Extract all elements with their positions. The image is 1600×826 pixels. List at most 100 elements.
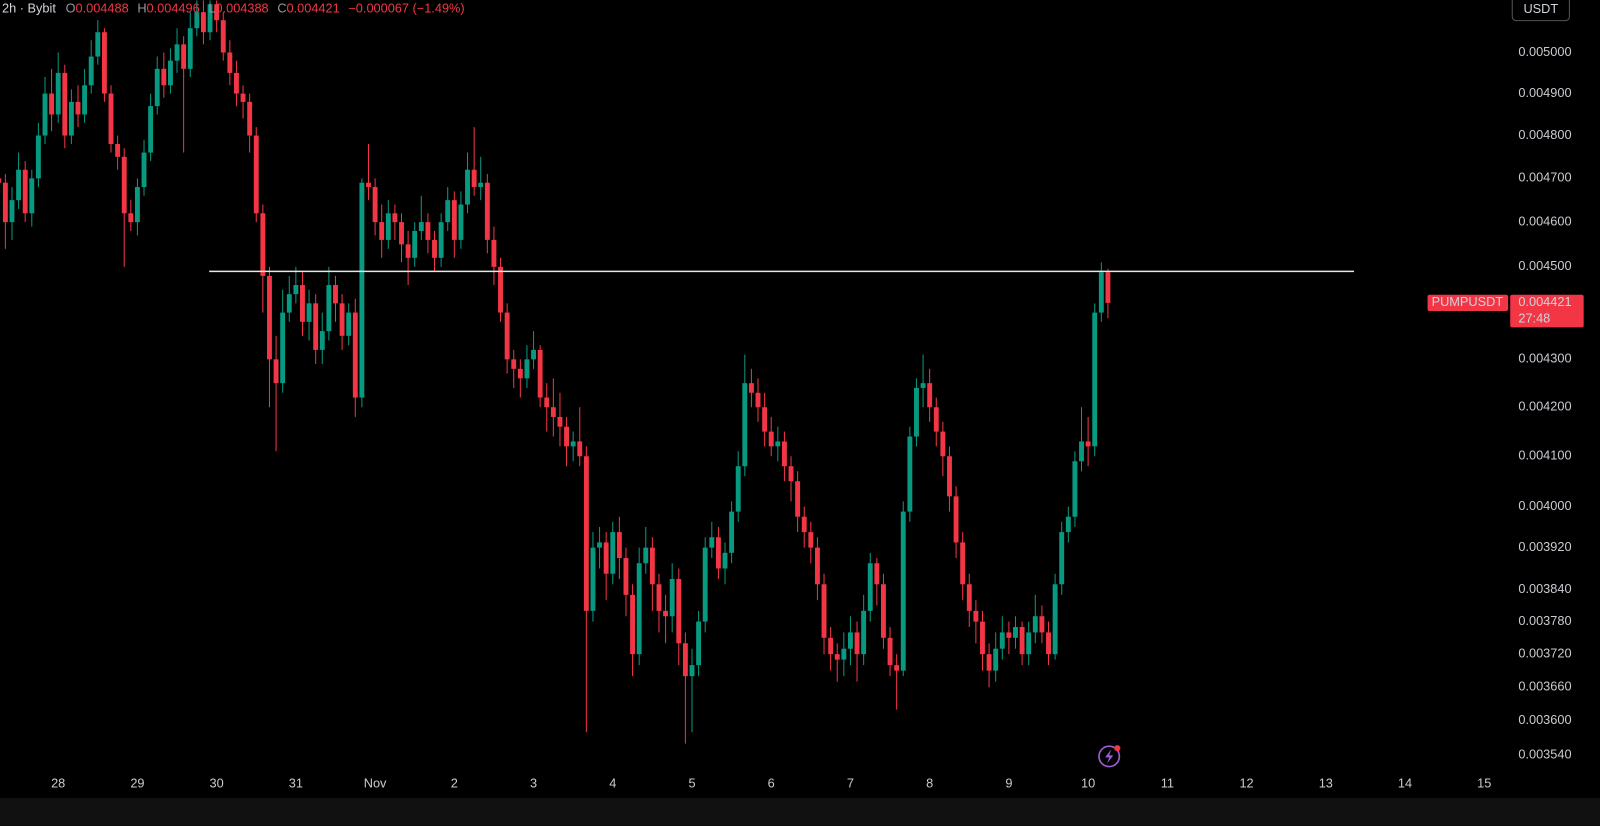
candle-body	[267, 275, 272, 360]
candle-body	[656, 584, 662, 611]
candle-body	[306, 303, 312, 322]
y-tick-label: 0.005000	[1518, 44, 1571, 59]
candle-body	[498, 266, 503, 313]
candles	[0, 0, 1111, 744]
x-tick-label: 5	[688, 775, 695, 790]
y-tick-label: 0.003840	[1518, 581, 1571, 596]
candle-body	[887, 637, 893, 666]
candle-body	[828, 637, 834, 655]
candle-body	[689, 665, 695, 677]
candle-body	[418, 222, 424, 231]
candle-body	[854, 632, 860, 655]
candle-body	[49, 93, 55, 115]
candle-body	[881, 584, 886, 638]
candle-body	[1065, 516, 1071, 533]
candle-body	[167, 60, 173, 86]
candle-body	[874, 563, 880, 585]
symbol-label: PUMPUSDT	[1432, 294, 1504, 309]
ohlc-value: 0.004488	[75, 1, 128, 16]
legend-header: 2h · Bybit O0.004488 H0.004496 L0.004388…	[2, 1, 465, 16]
candle-body	[148, 106, 154, 153]
x-tick-label: 31	[289, 775, 303, 790]
candle-body	[795, 481, 801, 517]
candle-body	[121, 156, 127, 214]
candle-body	[359, 182, 365, 398]
candle-body	[372, 187, 378, 223]
candle-body	[715, 537, 721, 569]
candle-body	[993, 648, 999, 671]
currency[interactable]: USDT	[1523, 1, 1558, 16]
candle-body	[88, 56, 94, 86]
y-tick-label: 0.004500	[1518, 258, 1571, 273]
candle-body	[399, 222, 404, 245]
candle-body	[339, 303, 345, 336]
candle-body	[1032, 616, 1038, 633]
y-tick-label: 0.004000	[1518, 498, 1571, 513]
candle-body	[405, 244, 411, 258]
candle-body	[775, 441, 781, 447]
candle-body	[200, 12, 206, 33]
candle-body	[385, 213, 391, 240]
y-tick-label: 0.004700	[1518, 170, 1571, 185]
candle-body	[755, 392, 761, 408]
candle-body	[62, 72, 68, 136]
candle-body	[220, 20, 226, 53]
candle-body	[484, 182, 490, 240]
candle-body	[999, 632, 1005, 649]
candle-body	[379, 222, 385, 240]
candle-body	[55, 72, 61, 115]
candle-body	[451, 200, 457, 240]
x-tick-label: 11	[1161, 775, 1174, 790]
candle-body	[900, 511, 906, 671]
y-tick-label: 0.004900	[1518, 85, 1571, 100]
ohlc-value: 0.004496	[147, 1, 200, 16]
candle-body	[1098, 272, 1104, 313]
candle-body	[227, 52, 233, 73]
candle-body	[814, 547, 820, 585]
x-tick-label: 13	[1319, 775, 1333, 790]
candle-body	[663, 610, 669, 617]
candle-body	[465, 169, 470, 205]
candle-body	[207, 4, 213, 33]
candle-body	[537, 349, 543, 398]
candle-body	[253, 135, 259, 214]
x-tick-label: 12	[1239, 775, 1253, 790]
candle-body	[234, 72, 239, 94]
candle-body	[22, 169, 28, 214]
alert-icon[interactable]	[1098, 745, 1121, 768]
candle-body	[2, 182, 8, 223]
y-tick-label: 0.004600	[1518, 214, 1571, 229]
candle-body	[181, 44, 187, 69]
y-tick-label: 0.004800	[1518, 127, 1571, 142]
candle-body	[557, 416, 563, 427]
candle-body	[214, 4, 220, 21]
x-tick-label: 30	[210, 775, 224, 790]
candle-body	[187, 28, 193, 69]
x-tick-label: 28	[51, 775, 65, 790]
candle-body	[346, 312, 352, 336]
candle-body	[768, 431, 774, 447]
candle-body	[570, 441, 576, 447]
candle-body	[702, 547, 708, 622]
candle-body	[1085, 441, 1091, 447]
candle-body	[524, 359, 530, 379]
candle-body	[313, 303, 319, 350]
candle-body	[709, 537, 715, 548]
y-tick-label: 0.003720	[1518, 646, 1571, 661]
candle-body	[808, 532, 814, 548]
candle-body	[610, 532, 616, 574]
candle-body	[16, 169, 22, 201]
candle-body	[927, 383, 933, 408]
ohlc-value: 0.004388	[215, 1, 268, 16]
y-tick-label: 0.003600	[1518, 712, 1571, 727]
candle-body	[940, 431, 946, 457]
candle-body	[966, 584, 972, 611]
candle-body	[392, 213, 398, 223]
y-tick-label: 0.003920	[1518, 539, 1571, 554]
candle-body	[333, 285, 338, 304]
currency-button[interactable]	[1511, 0, 1570, 22]
candle-body	[0, 178, 2, 183]
candle-body	[293, 285, 299, 295]
candle-body	[649, 547, 655, 585]
